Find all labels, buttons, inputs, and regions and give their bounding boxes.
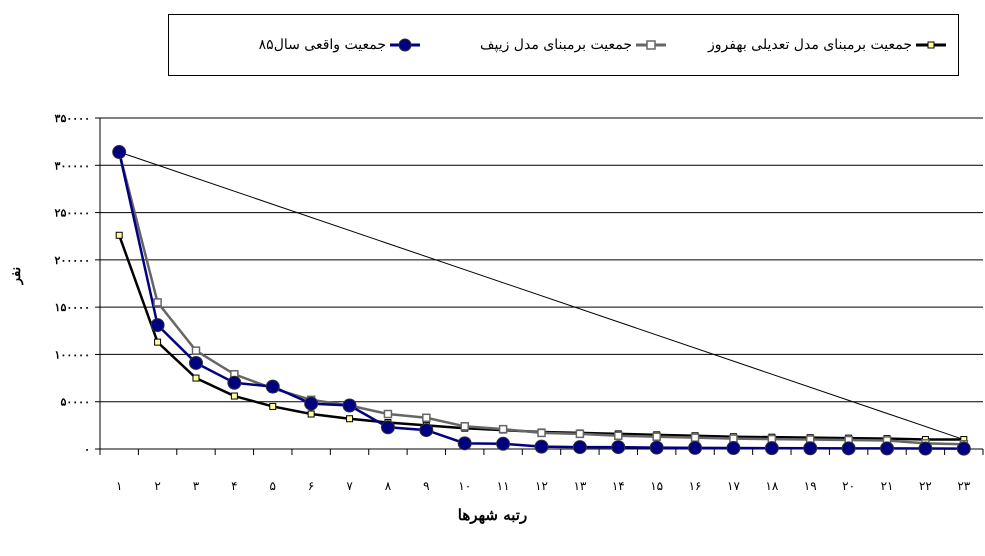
data-point-actual <box>688 440 703 455</box>
data-point-actual <box>841 441 856 456</box>
data-point-actual <box>265 379 280 394</box>
x-tick-label: ۲۱ <box>881 479 894 493</box>
data-point-actual <box>956 441 971 456</box>
y-tick-label: ۲۵۰۰۰۰ <box>55 207 90 220</box>
y-tick-label: ۵۰۰۰۰ <box>60 396 90 409</box>
x-tick-label: ۱۷ <box>727 479 740 493</box>
data-point-actual <box>304 396 319 411</box>
x-tick-label: ۱۱ <box>497 479 510 493</box>
data-point-actual <box>611 440 626 455</box>
data-point-actual <box>726 441 741 456</box>
x-tick-label: ۱۲ <box>535 479 548 493</box>
x-tick-label: ۱۴ <box>612 479 625 493</box>
data-point-zipf <box>498 424 508 434</box>
y-tick-label: ۰ <box>84 443 90 456</box>
x-tick-label: ۲۰ <box>842 479 855 493</box>
data-point-actual <box>227 375 242 390</box>
x-tick-label: ۲۳ <box>957 479 970 493</box>
legend-item-actual: جمعیت واقعی سال۸۵ <box>259 37 420 53</box>
x-tick-label: ۲ <box>154 479 160 493</box>
data-point-behforooz <box>230 392 238 400</box>
data-point-actual <box>803 441 818 456</box>
legend-label-behforooz: جمعیت برمبنای مدل تعدیلی بهفروز <box>708 37 912 53</box>
data-point-behforooz <box>307 410 315 418</box>
x-tick-label: ۱۸ <box>765 479 778 493</box>
legend-swatch-zipf <box>636 40 666 50</box>
data-point-actual <box>764 441 779 456</box>
legend-swatch-actual <box>390 38 420 52</box>
data-point-behforooz <box>115 231 123 239</box>
x-axis-label: رتبه شهرها <box>457 506 528 524</box>
legend-swatch-behforooz <box>916 41 946 49</box>
data-point-zipf <box>652 432 661 441</box>
y-tick-label: ۲۰۰۰۰۰ <box>55 254 90 267</box>
legend-label-zipf: جمعیت برمبنای مدل زیپف <box>479 37 632 53</box>
x-tick-label: ۳ <box>193 479 200 493</box>
data-point-actual <box>342 398 357 413</box>
data-point-zipf <box>729 434 738 443</box>
x-tick-label: ۸ <box>385 479 392 493</box>
y-tick-label: ۳۵۰۰۰۰ <box>55 112 90 125</box>
x-tick-label: ۶ <box>308 479 314 493</box>
data-point-zipf <box>537 428 546 438</box>
legend: جمعیت برمبنای مدل تعدیلی بهفروز جمعیت بر… <box>168 14 959 76</box>
x-tick-label: ۱۶ <box>689 479 702 493</box>
data-point-actual <box>188 355 203 370</box>
y-tick-label: ۳۰۰۰۰۰ <box>55 159 90 172</box>
y-axis-label: نفر <box>9 266 25 285</box>
series-line-0 <box>118 234 964 441</box>
x-tick-label: ۲۲ <box>919 479 932 493</box>
data-point-behforooz <box>346 415 354 423</box>
data-point-actual <box>496 436 511 451</box>
y-tick-label: ۱۵۰۰۰۰ <box>55 301 90 314</box>
data-point-actual <box>150 318 165 333</box>
data-point-zipf <box>575 429 585 439</box>
x-tick-label: ۱ <box>116 479 122 493</box>
legend-label-actual: جمعیت واقعی سال۸۵ <box>258 37 386 53</box>
data-point-actual <box>572 440 587 455</box>
data-point-behforooz <box>192 374 200 382</box>
data-point-behforooz <box>269 402 277 410</box>
data-point-actual <box>649 440 664 455</box>
data-point-actual <box>419 423 434 438</box>
x-tick-label: ۴ <box>231 479 237 493</box>
data-point-actual <box>457 436 472 451</box>
legend-item-behforooz: جمعیت برمبنای مدل تعدیلی بهفروز <box>708 37 946 53</box>
x-tick-label: ۵ <box>270 479 276 493</box>
data-point-actual <box>112 145 127 160</box>
x-tick-label: ۱۵ <box>650 479 663 493</box>
data-point-actual <box>880 441 895 456</box>
series-line-2 <box>117 151 964 450</box>
data-point-zipf <box>614 431 623 441</box>
data-point-zipf <box>153 298 162 307</box>
data-point-behforooz <box>154 338 162 346</box>
data-point-actual <box>918 441 933 456</box>
data-point-zipf <box>383 409 393 419</box>
trend-line <box>119 151 964 441</box>
x-tick-label: ۹ <box>423 479 429 493</box>
x-tick-label: ۱۳ <box>573 479 586 493</box>
x-tick-label: ۷ <box>346 479 353 493</box>
data-point-actual <box>534 439 549 454</box>
y-tick-label: ۱۰۰۰۰۰ <box>55 348 90 361</box>
legend-item-zipf: جمعیت برمبنای مدل زیپف <box>480 37 666 53</box>
data-point-zipf <box>422 413 431 423</box>
data-point-zipf <box>191 346 201 355</box>
x-tick-label: ۱۰ <box>458 479 471 493</box>
data-point-zipf <box>690 433 700 442</box>
data-point-zipf <box>460 422 469 431</box>
data-point-actual <box>380 420 395 435</box>
x-tick-label: ۱۹ <box>804 479 817 493</box>
